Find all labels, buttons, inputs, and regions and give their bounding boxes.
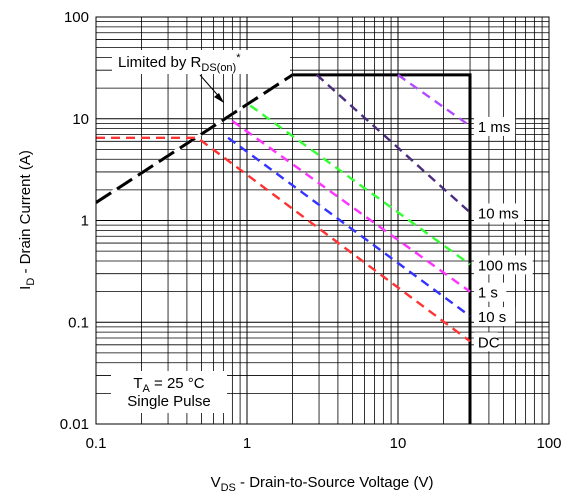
- limit-label-box: [112, 50, 290, 74]
- y-tick-label: 0.01: [60, 416, 89, 433]
- x-tick-label: 100: [536, 435, 561, 452]
- series-line-10-s: [227, 136, 471, 318]
- series-labels: 1 ms 10 ms 100 ms 1 s 10 s DC: [473, 116, 533, 352]
- limit-label-sup: *: [236, 52, 241, 64]
- series-label-bg-dc: [473, 332, 498, 352]
- tick-labels: 0.1 1 10 100 100 10 1 0.1 0.01: [60, 9, 562, 452]
- conditions-ta-rest: = 25 °C: [150, 375, 205, 392]
- y-axis-label-main: I: [17, 286, 34, 290]
- conditions-box: [111, 371, 227, 413]
- limit-arrow-head: [214, 93, 224, 103]
- x-tick-label: 1: [243, 435, 251, 452]
- series-label-10-s: 10 s: [478, 309, 506, 326]
- plot-frame: [95, 16, 550, 425]
- conditions-line1: TA = 25 °C: [133, 375, 204, 395]
- series-label-dc: DC: [478, 334, 500, 351]
- limit-label: Limited by RDS(on)*: [118, 52, 241, 74]
- series-label-bg-10-ms: [473, 203, 524, 223]
- conditions-ta-main: T: [133, 375, 142, 392]
- series-label-bg-1-s: [473, 282, 507, 302]
- series-label-1-s: 1 s: [478, 285, 498, 302]
- y-tick-label: 10: [72, 111, 89, 128]
- series-label-bg-1-ms: [473, 116, 516, 136]
- conditions-ta-sub: A: [143, 383, 151, 395]
- x-axis-label-sub: DS: [221, 482, 236, 494]
- series-line-1-s: [231, 120, 471, 293]
- y-tick-label: 100: [64, 9, 89, 26]
- series-line-dc: [96, 136, 471, 343]
- series-line-10-ms: [315, 74, 471, 214]
- y-axis-label-rest: - Drain Current (A): [17, 150, 34, 278]
- limit-label-main: Limited by R: [118, 54, 202, 71]
- y-tick-label: 1: [81, 213, 89, 230]
- series-label-bg-100-ms: [473, 255, 533, 275]
- series-label-1-ms: 1 ms: [478, 119, 511, 136]
- y-axis-label: ID - Drain Current (A): [17, 150, 37, 290]
- series-label-bg-10-s: [473, 307, 516, 327]
- x-tick-label: 10: [390, 435, 407, 452]
- series-label-10-ms: 10 ms: [478, 205, 519, 222]
- x-axis-label-main: V: [211, 474, 221, 491]
- x-tick-label: 0.1: [86, 435, 107, 452]
- conditions-line2: Single Pulse: [127, 393, 210, 410]
- series-label-100-ms: 100 ms: [478, 257, 527, 274]
- x-axis-label-rest: - Drain-to-Source Voltage (V): [236, 474, 434, 491]
- series-group: [96, 73, 472, 424]
- y-tick-label: 0.1: [68, 314, 89, 331]
- series-line-100-ms: [249, 104, 471, 266]
- y-axis-label-sub: D: [25, 278, 37, 286]
- limit-label-sub: DS(on): [201, 62, 236, 74]
- x-axis-label: VDS - Drain-to-Source Voltage (V): [211, 474, 434, 494]
